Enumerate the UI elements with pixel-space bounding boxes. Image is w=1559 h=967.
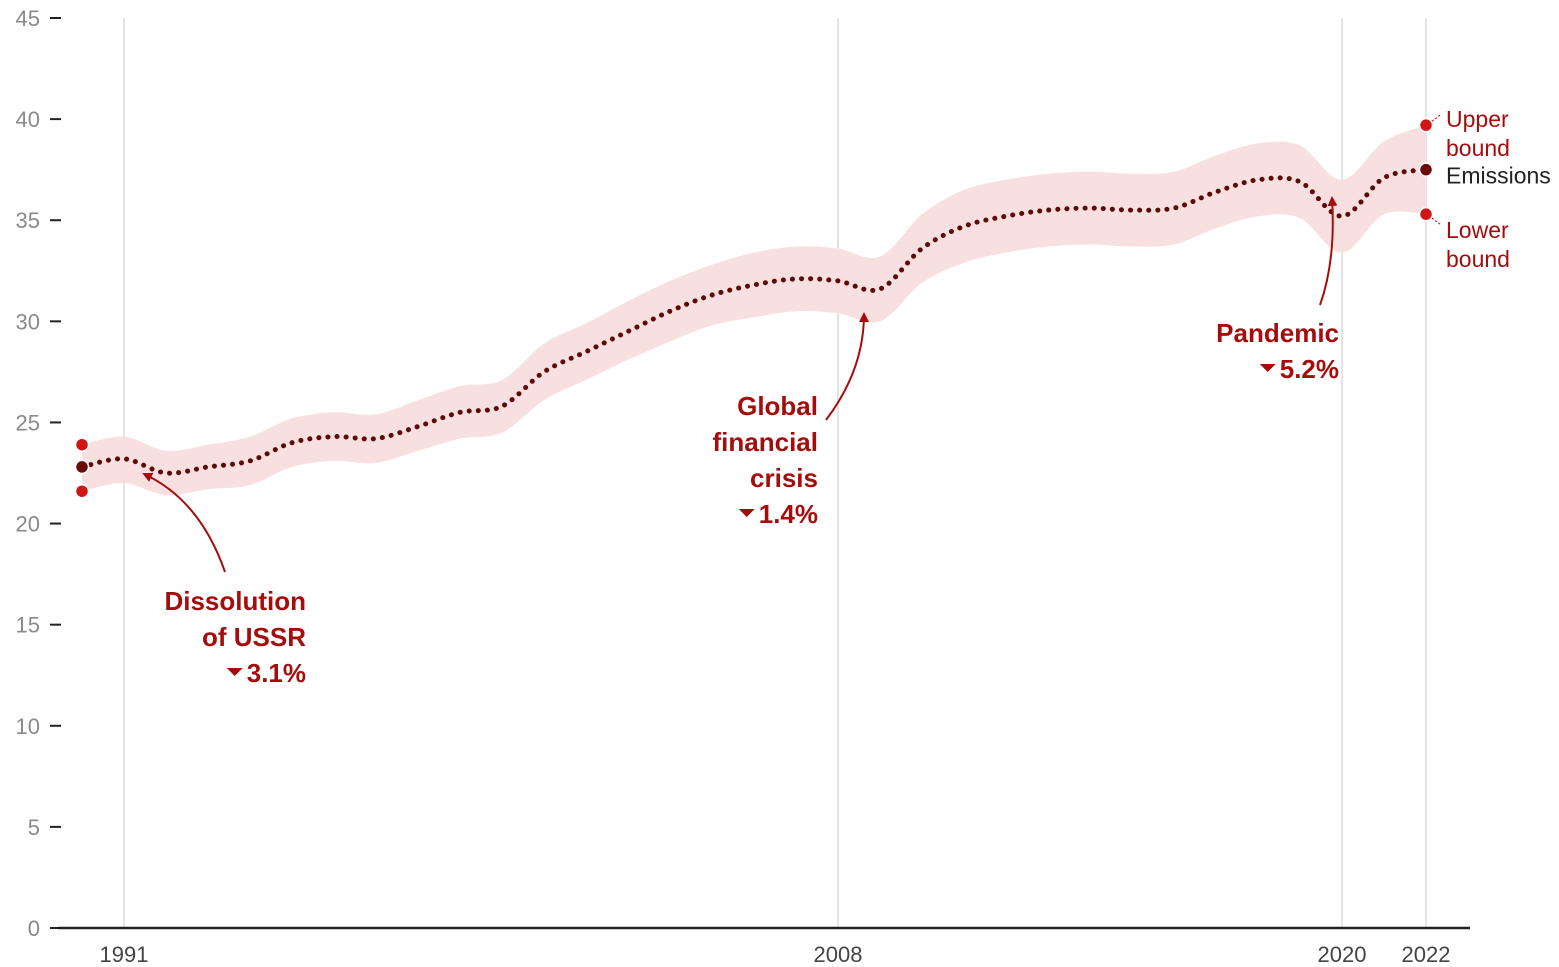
upper-bound-label: Upper [1446, 106, 1509, 132]
annotation-arrow [142, 472, 226, 573]
annotation-label: of USSR [202, 622, 306, 652]
x-tick-label-2020: 2020 [1318, 942, 1367, 967]
lower-bound-start-point [74, 483, 90, 499]
endpoint-markers [74, 117, 1434, 499]
upper-bound-label: bound [1446, 135, 1510, 161]
annotation-label: Pandemic [1216, 318, 1339, 348]
annotation-arrow [825, 312, 869, 421]
down-triangle-icon [226, 668, 243, 676]
uncertainty-band [82, 125, 1426, 496]
down-triangle-icon [1259, 364, 1276, 372]
upper-bound-end-point [1418, 117, 1434, 133]
lower-bound-label: bound [1446, 246, 1510, 272]
y-tick-label-45: 45 [16, 6, 40, 31]
y-tick-label-40: 40 [16, 107, 40, 132]
y-tick-label-0: 0 [28, 916, 40, 941]
lower-bound-end-point [1418, 206, 1434, 222]
y-tick-label-30: 30 [16, 309, 40, 334]
annotation-arrow [1319, 196, 1338, 306]
x-tick-label-1991: 1991 [100, 942, 149, 967]
annotation-change-value: 1.4% [759, 499, 818, 529]
upper-bound-start-point [74, 437, 90, 452]
y-tick-label-25: 25 [16, 410, 40, 435]
y-tick-label-20: 20 [16, 512, 40, 537]
down-triangle-icon [738, 509, 755, 517]
lower-bound-connector [1431, 217, 1441, 225]
annotation-change-value: 5.2% [1280, 354, 1339, 384]
uncertainty-band-area [82, 125, 1426, 496]
x-tick-label-2008: 2008 [814, 942, 863, 967]
emissions-label: Emissions [1446, 163, 1551, 189]
emissions-end-point [1418, 162, 1434, 177]
annotation-change-value: 3.1% [247, 658, 306, 688]
annotation-label: Dissolution [164, 586, 306, 616]
lower-bound-label: Lower [1446, 217, 1509, 243]
event-annotations: Dissolution of USSR 3.1% Global financial cri… [142, 196, 1339, 688]
y-tick-label-10: 10 [16, 714, 40, 739]
emissions-series-line [79, 167, 1429, 476]
y-tick-label-15: 15 [16, 613, 40, 638]
upper-bound-connector [1431, 114, 1441, 122]
annotation-label: Global [737, 391, 818, 421]
y-tick-label-5: 5 [28, 815, 40, 840]
emissions-start-point [74, 459, 90, 475]
y-tick-label-35: 35 [16, 208, 40, 233]
x-tick-label-2022: 2022 [1402, 942, 1451, 967]
annotation-label: crisis [750, 463, 818, 493]
axes: 1991 2008 2020 2022 0 5 10 15 20 25 30 35 40 45 [16, 6, 1470, 967]
emissions-line [79, 167, 1429, 476]
annotation-label: financial [713, 427, 818, 457]
